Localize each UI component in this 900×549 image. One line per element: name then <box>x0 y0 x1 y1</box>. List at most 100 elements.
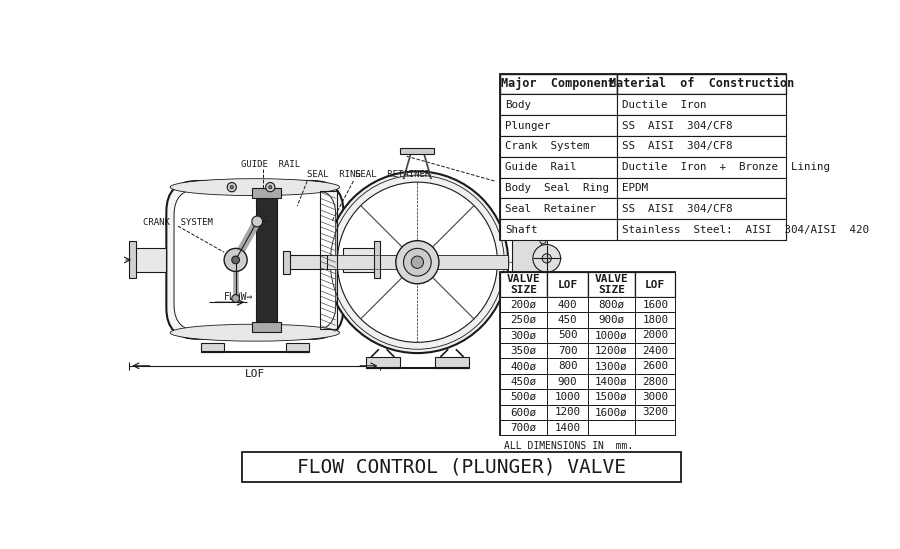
Text: 1000ø: 1000ø <box>595 330 627 340</box>
Bar <box>500 297 547 312</box>
Bar <box>588 405 635 420</box>
Bar <box>635 328 675 343</box>
Circle shape <box>327 171 508 353</box>
Bar <box>616 115 787 136</box>
Text: 250ø: 250ø <box>510 315 536 325</box>
Text: 1600: 1600 <box>643 300 669 310</box>
Bar <box>500 94 616 115</box>
Bar <box>616 177 787 198</box>
Text: Body  Seal  Ring: Body Seal Ring <box>505 183 609 193</box>
Bar <box>616 94 787 115</box>
Text: Guide  Rail: Guide Rail <box>505 162 577 172</box>
Bar <box>134 248 166 272</box>
Text: 700ø: 700ø <box>510 423 536 433</box>
Bar <box>635 374 675 389</box>
Text: 700: 700 <box>558 346 577 356</box>
Bar <box>500 177 616 198</box>
Circle shape <box>411 256 424 268</box>
FancyBboxPatch shape <box>166 181 344 339</box>
Bar <box>635 312 675 328</box>
Text: Shaft: Shaft <box>505 225 537 234</box>
Circle shape <box>269 186 272 189</box>
Bar <box>500 74 787 240</box>
Bar <box>547 312 588 328</box>
Bar <box>635 389 675 405</box>
Circle shape <box>227 182 237 192</box>
Bar <box>547 297 588 312</box>
Text: VALVE
SIZE: VALVE SIZE <box>507 274 541 295</box>
Text: 3000: 3000 <box>643 392 669 402</box>
Bar <box>500 272 675 435</box>
Bar <box>500 272 547 297</box>
Circle shape <box>224 248 248 271</box>
Bar <box>616 136 787 157</box>
Text: 2000: 2000 <box>643 330 669 340</box>
Text: 900ø: 900ø <box>598 315 625 325</box>
Text: 1500ø: 1500ø <box>595 392 627 402</box>
Ellipse shape <box>170 324 339 341</box>
Text: SS  AISI  304/CF8: SS AISI 304/CF8 <box>622 204 733 214</box>
Text: 3200: 3200 <box>643 407 669 417</box>
Bar <box>588 297 635 312</box>
Bar <box>500 420 547 435</box>
Bar <box>588 343 635 358</box>
Circle shape <box>540 273 546 279</box>
Text: GUIDE  RAIL: GUIDE RAIL <box>240 160 300 169</box>
Text: 1400ø: 1400ø <box>595 377 627 386</box>
Text: Ductile  Iron: Ductile Iron <box>622 100 706 110</box>
Bar <box>547 343 588 358</box>
Bar <box>616 198 787 219</box>
Text: 400ø: 400ø <box>510 361 536 371</box>
Text: 900: 900 <box>558 377 577 386</box>
Text: 1800: 1800 <box>643 315 669 325</box>
Bar <box>547 272 588 297</box>
Text: 400: 400 <box>558 300 577 310</box>
Bar <box>400 148 435 154</box>
Bar <box>500 389 547 405</box>
Bar <box>588 389 635 405</box>
Bar <box>588 328 635 343</box>
Text: LOF: LOF <box>245 369 265 379</box>
Text: SS  AISI  304/CF8: SS AISI 304/CF8 <box>622 121 733 131</box>
Bar <box>285 343 309 352</box>
Bar <box>320 191 338 329</box>
Text: 1600ø: 1600ø <box>595 407 627 417</box>
Text: 300ø: 300ø <box>510 330 536 340</box>
Bar <box>500 328 547 343</box>
Bar <box>588 312 635 328</box>
Text: Plunger: Plunger <box>505 121 551 131</box>
Text: CRANK  SYSTEM: CRANK SYSTEM <box>143 219 213 227</box>
FancyBboxPatch shape <box>174 189 336 331</box>
Text: 500ø: 500ø <box>510 392 536 402</box>
Bar <box>201 343 224 352</box>
Bar <box>588 358 635 374</box>
Bar <box>616 74 787 94</box>
Bar <box>252 188 281 198</box>
Text: ALL DIMENSIONS IN  mm.: ALL DIMENSIONS IN mm. <box>504 441 633 451</box>
Bar <box>588 272 635 297</box>
Bar <box>635 272 675 297</box>
Text: Stainless  Steel:  AISI  304/AISI  420: Stainless Steel: AISI 304/AISI 420 <box>622 225 869 234</box>
Bar <box>500 198 616 219</box>
Bar <box>588 374 635 389</box>
Circle shape <box>230 186 233 189</box>
Circle shape <box>542 254 552 263</box>
Bar <box>500 343 547 358</box>
Text: SEAL  RETAINER: SEAL RETAINER <box>355 170 430 180</box>
Text: 2400: 2400 <box>643 346 669 356</box>
Bar <box>547 358 588 374</box>
Bar <box>616 157 787 177</box>
Text: Material  of  Construction: Material of Construction <box>609 77 794 91</box>
Bar <box>616 219 787 240</box>
Text: FLOW CONTROL (PLUNGER) VALVE: FLOW CONTROL (PLUNGER) VALVE <box>297 457 626 477</box>
Text: Seal  Retainer: Seal Retainer <box>505 204 596 214</box>
Bar <box>284 251 290 274</box>
Bar <box>547 420 588 435</box>
Circle shape <box>266 182 274 192</box>
Bar <box>635 420 675 435</box>
Bar <box>500 136 616 157</box>
Text: 450ø: 450ø <box>510 377 536 386</box>
Bar <box>635 297 675 312</box>
Text: Crank  System: Crank System <box>505 141 590 152</box>
Bar <box>130 242 136 278</box>
